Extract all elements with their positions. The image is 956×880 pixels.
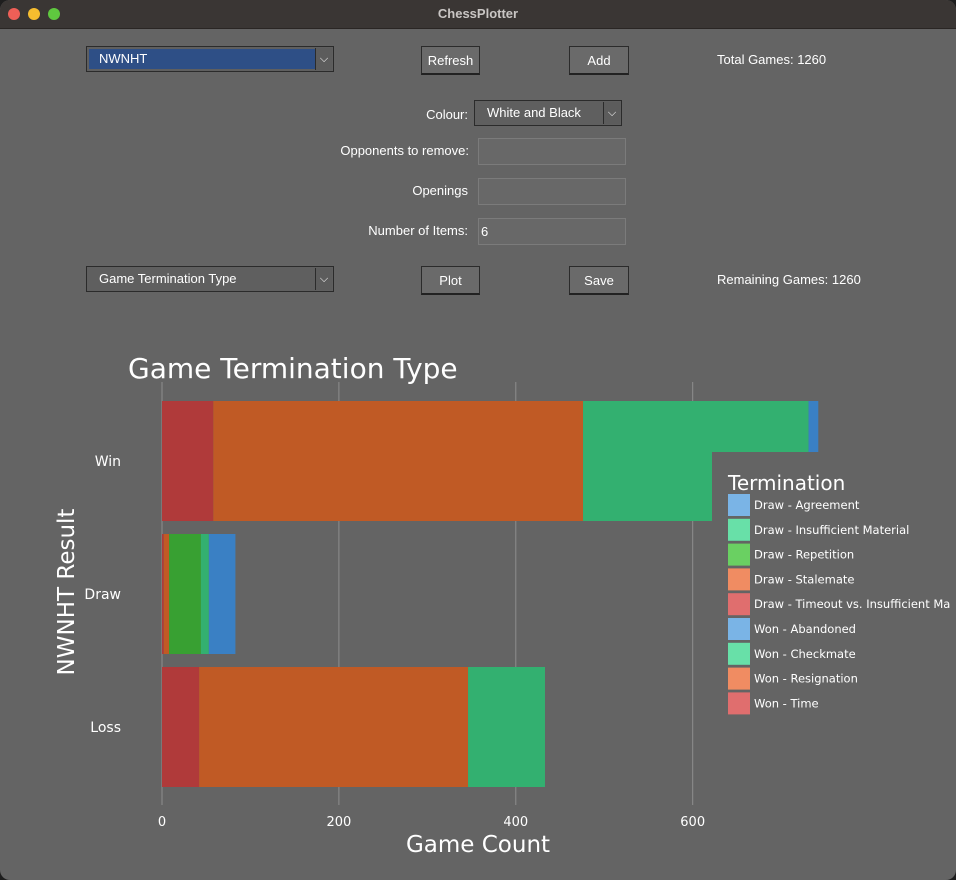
chart: 0 200 400 600 Win Draw Loss Termination Draw - … [54, 352, 956, 862]
title-bar: ChessPlotter [0, 0, 956, 29]
legend-label: Won - Abandoned [754, 622, 856, 636]
bar-segment [163, 534, 170, 654]
close-window-button[interactable] [8, 8, 20, 20]
bar-segment [162, 401, 214, 521]
openings-label: Openings [412, 183, 468, 198]
window-title: ChessPlotter [437, 6, 519, 21]
plot-type-select-value: Game Termination Type [99, 271, 237, 286]
x-tick-label: 600 [680, 815, 705, 830]
colour-label: Colour: [426, 107, 468, 122]
legend-label: Draw - Repetition [754, 548, 854, 562]
bar-segment [213, 401, 584, 521]
minimize-window-button[interactable] [28, 8, 40, 20]
chart-legend: Termination Draw - Agreement Draw - Insuff… [712, 452, 956, 862]
y-tick-label: Draw [84, 587, 121, 603]
total-games-label: Total Games: 1260 [717, 52, 827, 67]
legend-swatch [728, 518, 750, 541]
openings-input[interactable] [478, 178, 626, 205]
x-tick-label: 400 [503, 815, 528, 830]
chart-axes: 0 200 400 600 Win Draw Loss [84, 454, 705, 830]
plot-type-select[interactable]: Game Termination Type ⌵ [86, 266, 334, 292]
chart-x-axis-label: Game Count [406, 832, 550, 858]
maximize-window-button[interactable] [48, 8, 60, 20]
plot-button[interactable]: Plot [421, 266, 480, 295]
legend-label: Won - Checkmate [754, 647, 856, 661]
legend-swatch [728, 692, 750, 715]
legend-swatch [728, 667, 750, 690]
legend-swatch [728, 618, 750, 640]
legend-swatch [728, 642, 750, 665]
legend-swatch [728, 543, 750, 566]
bar-segment [162, 667, 200, 787]
number-of-items-input[interactable]: 6 [478, 218, 626, 245]
bar-segment [169, 534, 201, 654]
chart-bars [162, 401, 819, 787]
x-tick-label: 0 [158, 815, 166, 830]
chevron-down-icon[interactable]: ⌵ [315, 268, 332, 290]
legend-label: Draw - Insufficient Material [754, 523, 909, 537]
save-button[interactable]: Save [569, 266, 629, 295]
player-select-value: NWNHT [89, 49, 315, 69]
legend-box [712, 452, 956, 862]
legend-label: Draw - Timeout vs. Insufficient Ma [754, 597, 950, 611]
y-tick-label: Loss [90, 720, 121, 736]
legend-label: Draw - Agreement [754, 498, 860, 512]
legend-swatch [728, 593, 750, 616]
chart-y-axis-label: NWNHT Result [54, 509, 80, 676]
chevron-down-icon[interactable]: ⌵ [603, 102, 620, 124]
legend-swatch [728, 494, 750, 516]
bar-segment [200, 534, 209, 654]
y-tick-label: Win [95, 454, 121, 470]
number-of-items-label: Number of Items: [368, 223, 468, 238]
opponents-label: Opponents to remove: [340, 143, 469, 158]
chevron-down-icon[interactable]: ⌵ [315, 48, 332, 70]
refresh-button[interactable]: Refresh [421, 46, 480, 75]
chart-title: Game Termination Type [128, 352, 458, 385]
bar-segment [199, 667, 469, 787]
remaining-games-label: Remaining Games: 1260 [717, 272, 861, 287]
bar-segment [468, 667, 545, 787]
legend-title: Termination [727, 471, 845, 495]
colour-select[interactable]: White and Black ⌵ [474, 100, 622, 126]
add-button[interactable]: Add [569, 46, 629, 75]
bar-segment [162, 534, 164, 654]
opponents-input[interactable] [478, 138, 626, 165]
legend-label: Won - Resignation [754, 672, 858, 686]
colour-select-value: White and Black [487, 105, 581, 120]
x-tick-label: 200 [326, 815, 351, 830]
legend-swatch [728, 568, 750, 591]
legend-label: Draw - Stalemate [754, 572, 854, 586]
player-select[interactable]: NWNHT ⌵ [86, 46, 334, 72]
bar-segment [208, 534, 236, 654]
legend-label: Won - Time [754, 696, 819, 710]
